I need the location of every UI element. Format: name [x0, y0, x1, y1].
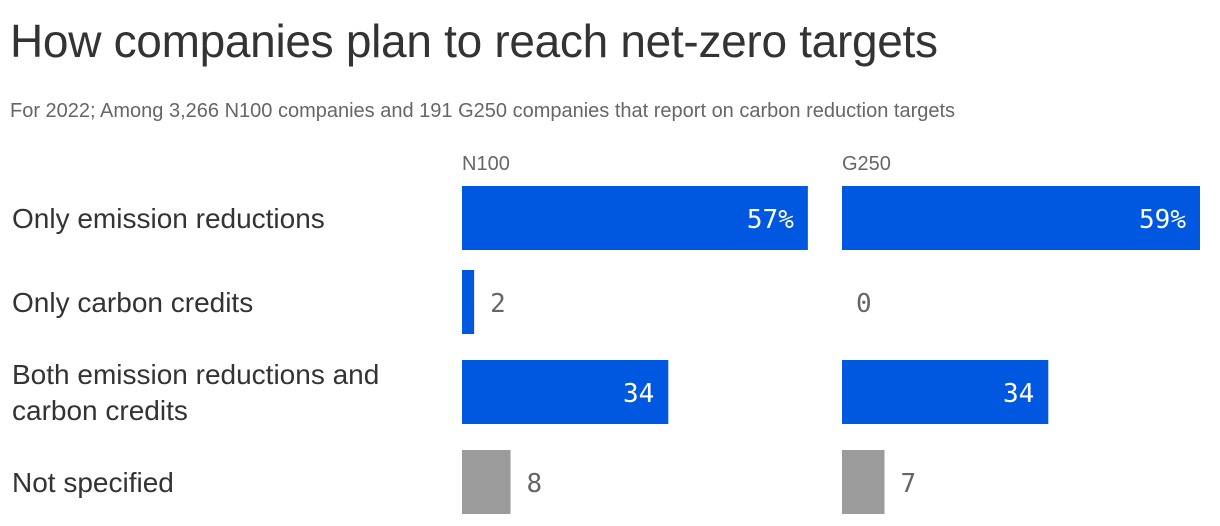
bar-value-label: 34 [1003, 379, 1034, 409]
chart-subtitle: For 2022; Among 3,266 N100 companies and… [10, 100, 956, 122]
category-label: Not specified [12, 467, 174, 498]
bar-value-label: 8 [527, 469, 543, 499]
category-label: Only carbon credits [12, 287, 253, 318]
bar-value-label: 57% [747, 205, 794, 235]
bar-n100 [462, 186, 808, 250]
bar-g250 [842, 360, 1049, 424]
bar-g250 [842, 450, 885, 514]
column-label-n100: N100 [462, 153, 510, 175]
bar-value-label: 7 [900, 469, 916, 499]
column-label-g250: G250 [842, 153, 891, 175]
category-label: Only emission reductions [12, 203, 325, 234]
bar-value-label: 59% [1139, 205, 1186, 235]
bar-value-label: 2 [490, 289, 506, 319]
bar-g250 [842, 186, 1200, 250]
bar-n100 [462, 360, 669, 424]
category-label: carbon credits [12, 395, 188, 426]
bar-n100 [462, 270, 475, 334]
bar-value-label: 0 [856, 289, 872, 319]
chart-title: How companies plan to reach net-zero tar… [10, 15, 938, 67]
bar-n100 [462, 450, 511, 514]
bar-value-label: 34 [623, 379, 654, 409]
category-label: Both emission reductions and [12, 359, 379, 390]
